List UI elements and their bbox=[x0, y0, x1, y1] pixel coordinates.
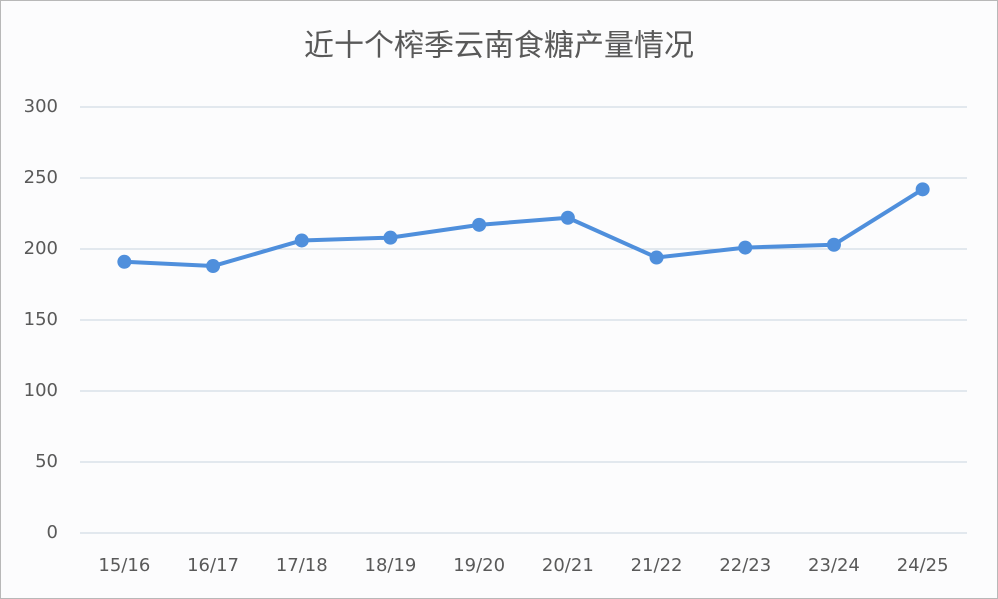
y-tick-label: 50 bbox=[35, 451, 58, 472]
x-tick-label: 24/25 bbox=[897, 555, 949, 576]
x-tick-label: 20/21 bbox=[542, 555, 594, 576]
y-tick-label: 300 bbox=[24, 96, 58, 117]
data-line bbox=[124, 187, 924, 269]
x-tick-label: 21/22 bbox=[631, 555, 683, 576]
data-point bbox=[738, 240, 753, 255]
y-tick-label: 0 bbox=[47, 522, 58, 543]
y-tick-label: 200 bbox=[24, 238, 58, 259]
data-point bbox=[117, 254, 132, 269]
chart-title: 近十个榨季云南食糖产量情况 bbox=[304, 29, 694, 64]
data-point bbox=[915, 182, 930, 197]
y-tick-label: 150 bbox=[24, 309, 58, 330]
data-point bbox=[294, 233, 309, 248]
x-tick-label: 19/20 bbox=[453, 555, 505, 576]
data-point bbox=[383, 230, 398, 245]
x-tick-label: 15/16 bbox=[98, 555, 150, 576]
y-tick-label: 100 bbox=[24, 380, 58, 401]
y-tick-label: 250 bbox=[24, 167, 58, 188]
x-tick-label: 17/18 bbox=[276, 555, 328, 576]
data-point bbox=[649, 250, 664, 265]
x-tick-label: 22/23 bbox=[719, 555, 771, 576]
data-point bbox=[206, 259, 221, 274]
x-tick-label: 16/17 bbox=[187, 555, 239, 576]
data-point bbox=[560, 210, 575, 225]
x-tick-label: 18/19 bbox=[365, 555, 417, 576]
data-point bbox=[472, 217, 487, 232]
x-tick-label: 23/24 bbox=[808, 555, 860, 576]
data-point bbox=[826, 237, 841, 252]
